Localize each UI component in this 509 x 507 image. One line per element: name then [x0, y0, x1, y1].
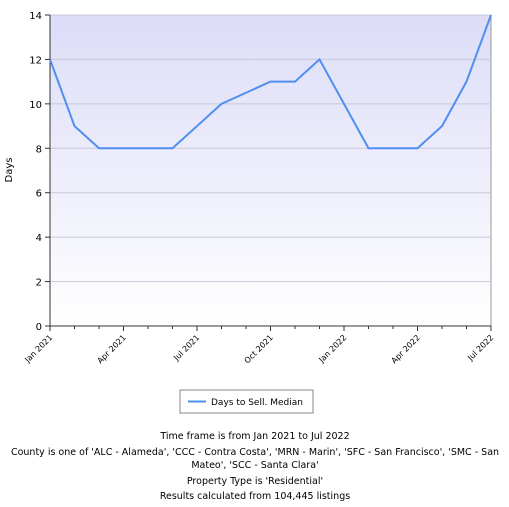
y-tick-label: 0 — [36, 322, 42, 333]
x-tick-label: Apr 2022 — [390, 333, 422, 365]
note: County is one of 'ALC - Alameda', 'CCC -… — [10, 446, 500, 472]
chart: Days 0 2 4 6 8 10 12 14 Jan 2021 Apr 2021 Jul 2021… — [4, 11, 495, 414]
y-tick-label: 14 — [29, 11, 42, 22]
x-tick-label: Jan 2022 — [316, 333, 348, 365]
x-tick-label: Oct 2021 — [243, 333, 275, 365]
legend — [179, 389, 314, 414]
legend-label: Days to Sell. Median — [211, 398, 303, 408]
note: Property Type is 'Residential' — [186, 475, 324, 487]
y-tick-label: 12 — [29, 55, 42, 66]
x-tick-label: Apr 2021 — [96, 333, 128, 365]
x-tick-label: Jan 2021 — [22, 333, 54, 365]
note: Time frame is from Jan 2021 to Jul 2022 — [160, 431, 350, 442]
notes: Time frame is from Jan 2021 to Jul 2022 C… — [8, 430, 502, 506]
x-tick-label: Jul 2022 — [465, 333, 495, 363]
y-tick-label: 2 — [36, 278, 42, 289]
note: Results calculated from 104,445 listings — [159, 491, 351, 502]
x-tick-label: Jul 2021 — [171, 333, 201, 363]
y-tick-label: 10 — [29, 100, 42, 111]
y-axis-label: Days — [4, 158, 15, 183]
series-line — [49, 14, 492, 150]
y-tick-label: 8 — [36, 144, 42, 155]
y-tick-label: 4 — [36, 233, 42, 244]
y-tick-label: 6 — [36, 189, 42, 200]
plot-area — [49, 14, 492, 327]
